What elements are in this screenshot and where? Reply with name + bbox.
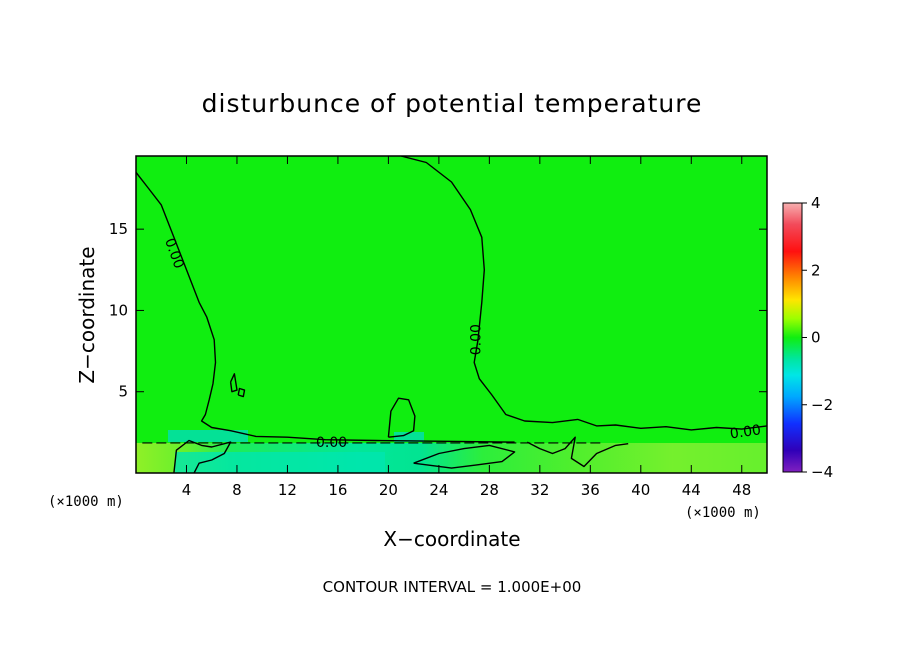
x-tick-label: 12 [278, 481, 297, 499]
contour-interval-note: CONTOUR INTERVAL = 1.000E+00 [323, 578, 582, 596]
x-tick-label: 24 [429, 481, 448, 499]
x-tick-label: 48 [732, 481, 751, 499]
plot-frame [135, 155, 768, 474]
contour-low-right [526, 436, 629, 468]
colorbar-tick-label: 4 [811, 194, 821, 212]
x-unit-left: (×1000 m) [48, 494, 124, 510]
low-level-cold-patch [168, 430, 248, 442]
colorbar-tick-label: 0 [811, 329, 821, 347]
contour-label: 0.00 [469, 324, 485, 355]
x-tick-label: 28 [480, 481, 499, 499]
x-unit-right: (×1000 m) [685, 505, 761, 521]
x-tick-label: 32 [530, 481, 549, 499]
x-tick-label: 44 [682, 481, 701, 499]
x-tick-label: 8 [232, 481, 242, 499]
colorbar-tick-label: 2 [811, 261, 821, 279]
colorbar-ticks: 4 2 0 −2 −4 [802, 194, 833, 481]
contour-hump [387, 397, 416, 438]
plot-area: 0.000.000.000.00 4 8 12 16 20 24 28 32 36 40 44 48 … [109, 155, 768, 499]
colorbar-tick-label: −2 [811, 396, 833, 414]
y-ticks: 5 10 15 [109, 220, 767, 401]
y-axis-label: Z−coordinate [75, 246, 99, 383]
y-tick-label: 5 [118, 383, 128, 401]
x-ticks: 4 8 12 16 20 24 28 32 36 40 44 48 [182, 156, 751, 499]
contour-right-zero [400, 156, 767, 431]
contour-lines [136, 156, 767, 473]
contour-label: 0.00 [316, 435, 347, 451]
x-tick-label: 36 [581, 481, 600, 499]
x-axis-label: X−coordinate [383, 527, 520, 551]
contour-left-zero [136, 171, 515, 443]
hump-cold-patch [394, 432, 424, 442]
colorbar-gradient [782, 202, 803, 473]
colorbar: 4 2 0 −2 −4 [782, 194, 833, 481]
contour-blob1 [229, 373, 238, 393]
near-ground-cool-band [175, 452, 385, 473]
contour-low-left [173, 439, 232, 473]
contour-label: 0.00 [729, 422, 762, 442]
colorbar-tick-label: −4 [811, 463, 833, 481]
chart-title: disturbunce of potential temperature [202, 89, 703, 118]
x-tick-label: 16 [328, 481, 347, 499]
x-tick-label: 40 [631, 481, 650, 499]
x-tick-label: 20 [379, 481, 398, 499]
x-tick-label: 4 [182, 481, 192, 499]
field-background [136, 156, 767, 473]
contour-blob2 [237, 387, 246, 398]
contour-low-mid [413, 444, 516, 469]
y-tick-label: 15 [109, 220, 128, 238]
y-tick-label: 10 [109, 301, 128, 319]
